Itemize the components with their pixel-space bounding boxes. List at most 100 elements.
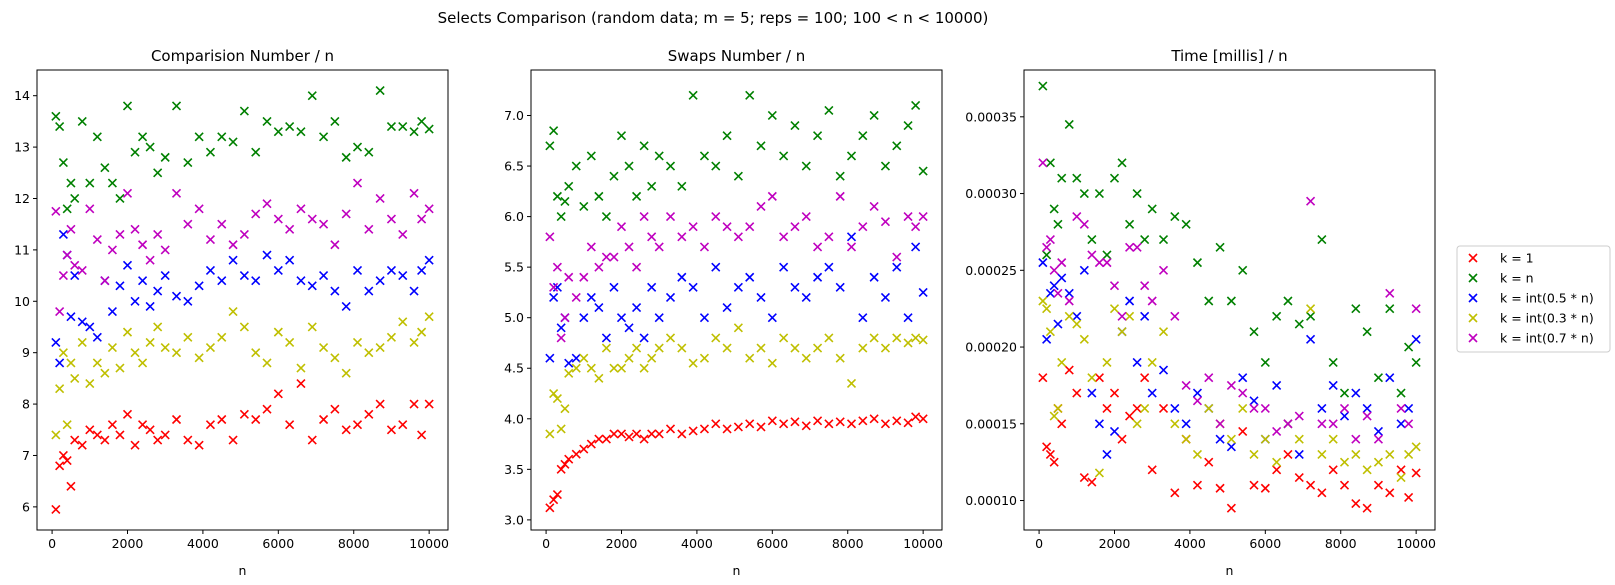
data-point bbox=[51, 430, 61, 440]
data-point bbox=[171, 348, 182, 358]
data-point bbox=[790, 417, 800, 427]
data-point bbox=[130, 296, 140, 306]
data-point bbox=[564, 272, 574, 282]
data-point bbox=[1260, 434, 1270, 444]
data-point bbox=[1396, 472, 1406, 483]
data-point bbox=[145, 301, 155, 311]
data-point bbox=[138, 420, 148, 430]
data-point bbox=[239, 106, 249, 116]
data-point bbox=[100, 435, 110, 445]
data-point bbox=[364, 348, 374, 358]
data-point bbox=[417, 265, 427, 276]
plot-frame bbox=[530, 69, 943, 531]
data-point bbox=[624, 242, 634, 252]
data-point bbox=[1306, 480, 1316, 490]
y-tick-label: 0.00015 bbox=[965, 416, 1017, 431]
data-point bbox=[1158, 365, 1169, 375]
data-point bbox=[1170, 311, 1180, 321]
data-point bbox=[846, 378, 857, 388]
data-point bbox=[107, 178, 117, 188]
data-point bbox=[665, 292, 676, 303]
y-tick-label: 12 bbox=[14, 191, 30, 206]
data-point bbox=[251, 209, 261, 219]
y-tick-label: 3.0 bbox=[504, 512, 524, 527]
data-point bbox=[58, 348, 68, 358]
data-point bbox=[58, 157, 68, 168]
data-point bbox=[688, 90, 698, 100]
data-point bbox=[122, 101, 133, 111]
data-point bbox=[273, 327, 283, 337]
x-tick-label: 8000 bbox=[832, 536, 864, 551]
data-point bbox=[1094, 419, 1104, 429]
data-point bbox=[107, 342, 117, 353]
data-point bbox=[1396, 388, 1406, 398]
data-point bbox=[262, 199, 272, 209]
data-point bbox=[1087, 250, 1097, 260]
data-point bbox=[1079, 265, 1089, 275]
data-point bbox=[835, 282, 845, 292]
data-point bbox=[699, 242, 710, 252]
data-point bbox=[711, 161, 721, 171]
data-point bbox=[579, 313, 589, 323]
data-point bbox=[1192, 388, 1203, 398]
data-point bbox=[77, 317, 87, 327]
data-point bbox=[417, 116, 427, 126]
data-point bbox=[858, 343, 868, 353]
data-point bbox=[571, 449, 581, 459]
data-point bbox=[1038, 81, 1048, 91]
data-point bbox=[1385, 373, 1395, 383]
data-point bbox=[1132, 357, 1142, 367]
data-point bbox=[417, 430, 427, 440]
data-point bbox=[1362, 327, 1372, 337]
y-tick-label: 4.5 bbox=[504, 361, 524, 376]
data-point bbox=[846, 232, 857, 242]
data-point bbox=[1102, 403, 1112, 414]
data-point bbox=[1064, 119, 1074, 130]
data-point bbox=[1294, 411, 1304, 421]
data-point bbox=[601, 434, 611, 444]
data-point bbox=[228, 255, 238, 265]
data-point bbox=[1192, 258, 1203, 268]
data-point bbox=[330, 116, 340, 126]
data-point bbox=[552, 394, 562, 404]
data-point bbox=[1226, 380, 1236, 390]
data-point bbox=[609, 363, 619, 373]
data-point bbox=[556, 323, 566, 333]
data-point bbox=[1351, 304, 1361, 314]
data-point bbox=[1317, 235, 1327, 245]
data-point bbox=[624, 161, 634, 171]
data-point bbox=[711, 212, 721, 222]
y-tick-label: 4.0 bbox=[504, 411, 524, 426]
data-point bbox=[153, 435, 163, 445]
data-point bbox=[1317, 449, 1327, 460]
data-point bbox=[1373, 373, 1384, 383]
data-point bbox=[1170, 212, 1180, 222]
data-point bbox=[892, 262, 902, 272]
data-point bbox=[699, 151, 710, 161]
data-point bbox=[1294, 449, 1304, 460]
data-point bbox=[1226, 434, 1236, 444]
data-point bbox=[262, 250, 272, 260]
data-point bbox=[319, 132, 329, 142]
data-point bbox=[903, 212, 913, 222]
data-point bbox=[262, 358, 272, 368]
data-point bbox=[375, 342, 385, 353]
data-point bbox=[285, 337, 295, 347]
data-point bbox=[375, 276, 385, 286]
data-point bbox=[779, 262, 789, 272]
data-point bbox=[171, 291, 182, 301]
data-point bbox=[122, 409, 133, 419]
data-point bbox=[824, 105, 834, 116]
data-point bbox=[1181, 380, 1191, 390]
legend-label: k = int(0.5 * n) bbox=[1500, 291, 1594, 306]
data-point bbox=[869, 201, 879, 212]
data-point bbox=[352, 142, 363, 152]
data-point bbox=[1072, 212, 1082, 222]
data-point bbox=[194, 353, 204, 363]
data-point bbox=[130, 348, 140, 358]
data-point bbox=[869, 272, 879, 282]
data-point bbox=[911, 242, 921, 252]
data-point bbox=[205, 147, 216, 157]
data-point bbox=[1411, 357, 1421, 367]
data-point bbox=[145, 425, 155, 435]
